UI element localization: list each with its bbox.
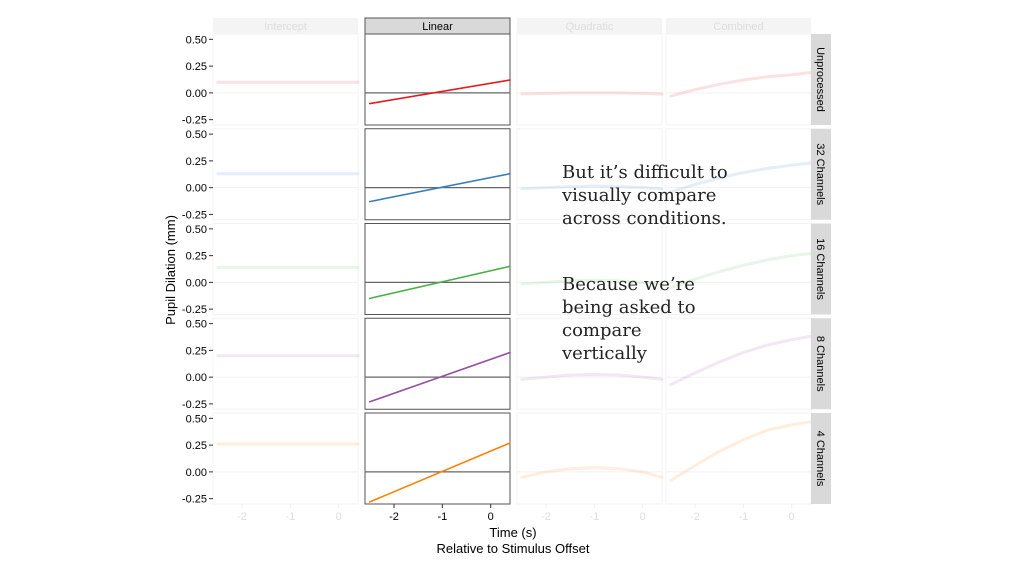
panel-background: [364, 412, 511, 505]
y-tick-label: 0.50: [186, 319, 207, 331]
row-strip: [811, 128, 831, 220]
row-strip-label: 8 Channels: [814, 336, 826, 392]
row-strip: [811, 34, 831, 125]
column-strip-label: Quadratic: [566, 21, 614, 33]
series-line-combined: [669, 161, 813, 194]
y-axis: -0.25 0.00 0.25 0.50 -0.25 0.00 0.25 0.50 -0.25 0…: [182, 34, 213, 506]
x-tick-label: -2: [237, 511, 247, 523]
column-strip-label: Combined: [713, 21, 763, 33]
panel-background: [516, 412, 663, 505]
series-line-quadratic: [520, 91, 664, 96]
panel-background: [212, 223, 359, 315]
x-tick-label: 0: [640, 511, 646, 523]
x-axis: -2 -1 0 -2 -1 0 -2 -1 0 -2 -1 0: [237, 504, 795, 523]
row-strip: [811, 223, 831, 315]
x-tick-label: -2: [389, 511, 399, 523]
annotation-compare-vertically: Because we’re being asked to compare ver…: [562, 274, 696, 364]
y-axis-title: Pupil Dilation (mm): [163, 215, 178, 325]
panel-background: [212, 128, 359, 221]
row-strip: [811, 413, 831, 504]
series-line-combined: [669, 420, 813, 482]
y-tick-label: 0.50: [186, 413, 207, 425]
series-line-quadratic: [520, 278, 664, 286]
y-tick-label: 0.25: [186, 440, 207, 452]
column-strip-label: Linear: [422, 21, 453, 33]
series-line-combined: [669, 71, 813, 98]
series-line-linear: [368, 351, 511, 403]
chart-panels: [212, 33, 813, 505]
panel-background: [665, 317, 812, 410]
y-tick-label: 0.50: [186, 34, 207, 46]
panel-background: [665, 128, 812, 221]
column-strip-label: Intercept: [264, 21, 307, 33]
row-strip-label: Unprocessed: [814, 47, 826, 112]
x-tick-label: -2: [541, 511, 551, 523]
panel-background: [364, 33, 511, 126]
panel-background: [212, 412, 359, 505]
x-tick-label: 0: [789, 511, 795, 523]
series-line-quadratic: [520, 373, 664, 381]
y-tick-label: 0.50: [186, 129, 207, 141]
panel-background: [212, 317, 359, 410]
panel-background: [212, 33, 359, 126]
row-strip-label: 32 Channels: [814, 143, 826, 205]
panel-background: [665, 33, 812, 126]
y-tick-label: -0.25: [182, 209, 207, 221]
x-tick-label: -1: [285, 511, 295, 523]
x-tick-label: 0: [488, 511, 494, 523]
column-strip-quadratic: [517, 18, 662, 34]
x-tick-label: -1: [437, 511, 447, 523]
column-strip-intercept: [213, 18, 358, 34]
column-strip-combined: [666, 18, 811, 34]
y-tick-label: 0.00: [186, 183, 207, 195]
column-strip-linear: [364, 17, 511, 35]
series-line-linear: [368, 265, 511, 300]
x-tick-label: -1: [589, 511, 599, 523]
y-tick-label: -0.25: [182, 304, 207, 316]
x-tick-label: -2: [690, 511, 700, 523]
x-axis-subtitle: Relative to Stimulus Offset: [437, 541, 590, 556]
row-strips: Unprocessed 32 Channels 16 Channels 8 Chann…: [811, 34, 831, 504]
y-tick-label: 0.25: [186, 61, 207, 73]
y-tick-label: 0.00: [186, 467, 207, 479]
series-line-linear: [368, 79, 511, 105]
y-tick-label: -0.25: [182, 115, 207, 127]
panel-background: [516, 223, 663, 315]
series-line-combined: [669, 252, 813, 290]
panel-background: [364, 128, 511, 221]
panel-background: [364, 317, 511, 410]
series-line-linear: [368, 442, 511, 503]
panel-background: [364, 223, 511, 315]
panel-background: [516, 128, 663, 221]
y-tick-label: 0.00: [186, 372, 207, 384]
y-tick-label: 0.25: [186, 345, 207, 357]
x-axis-title: Time (s): [489, 525, 536, 540]
panel-background: [516, 317, 663, 410]
row-strip-label: 16 Channels: [814, 238, 826, 300]
annotation-difficult-to-compare: But it’s difficult to visually compare a…: [562, 162, 728, 229]
panel-background: [516, 33, 663, 126]
panel-background: [665, 412, 812, 505]
y-tick-label: 0.00: [186, 277, 207, 289]
y-tick-label: 0.00: [186, 88, 207, 100]
series-line-linear: [368, 172, 511, 203]
series-line-quadratic: [520, 184, 664, 191]
y-tick-label: 0.50: [186, 224, 207, 236]
y-tick-label: -0.25: [182, 494, 207, 506]
series-line-combined: [669, 334, 813, 387]
y-tick-label: 0.25: [186, 156, 207, 168]
x-tick-label: -1: [738, 511, 748, 523]
y-tick-label: 0.25: [186, 251, 207, 263]
y-tick-label: -0.25: [182, 399, 207, 411]
panel-background: [665, 223, 812, 315]
row-strip: [811, 318, 831, 410]
row-strip-label: 4 Channels: [814, 431, 826, 487]
x-tick-label: 0: [336, 511, 342, 523]
column-strips: Intercept Linear Quadratic Combined: [213, 17, 811, 35]
series-line-quadratic: [520, 466, 664, 479]
